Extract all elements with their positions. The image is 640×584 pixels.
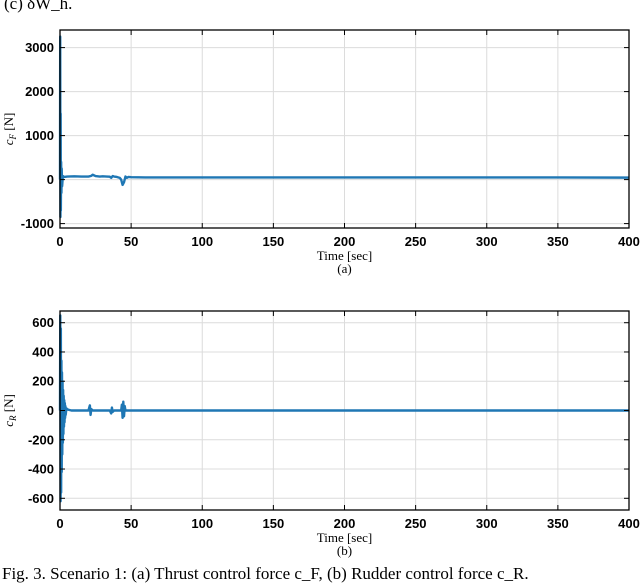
series-line bbox=[58, 314, 629, 503]
x-tick-label: 400 bbox=[618, 234, 640, 249]
x-tick-label: 0 bbox=[56, 234, 63, 249]
y-tick-label: -600 bbox=[28, 491, 54, 506]
x-axis-label: Time [sec] bbox=[317, 530, 373, 545]
x-tick-label: 250 bbox=[405, 234, 427, 249]
x-axis-label: Time [sec] bbox=[317, 248, 373, 263]
panel-label: (a) bbox=[337, 261, 351, 276]
y-tick-label: 3000 bbox=[25, 40, 54, 55]
panel-label: (b) bbox=[337, 543, 352, 558]
x-tick-label: 250 bbox=[405, 516, 427, 531]
x-tick-label: 300 bbox=[476, 234, 498, 249]
y-tick-label: 600 bbox=[32, 315, 54, 330]
y-tick-label: 400 bbox=[32, 344, 54, 359]
x-tick-label: 0 bbox=[56, 516, 63, 531]
chart-panel-b: 0 50 100 150 200 250 300 350 400 -600 -400 -200 0 200… bbox=[1, 310, 640, 558]
x-tick-label: 150 bbox=[263, 516, 285, 531]
y-tick-label: -200 bbox=[28, 432, 54, 447]
top-caption: (c) δW_h. bbox=[4, 0, 73, 13]
x-tick-label: 350 bbox=[547, 516, 569, 531]
x-tick-label: 100 bbox=[191, 234, 213, 249]
x-tick-label: 350 bbox=[547, 234, 569, 249]
figure-caption: Fig. 3. Scenario 1: (a) Thrust control f… bbox=[2, 564, 529, 583]
y-axis-label: cF [N] bbox=[1, 113, 18, 146]
x-tick-label: 100 bbox=[191, 516, 213, 531]
y-tick-label: -1000 bbox=[21, 216, 54, 231]
x-tick-label: 150 bbox=[263, 234, 285, 249]
x-tick-label: 300 bbox=[476, 516, 498, 531]
y-tick-label: 200 bbox=[32, 374, 54, 389]
chart-panel-a: 0 50 100 150 200 250 300 350 400-100001000200030… bbox=[1, 29, 640, 276]
y-tick-label: -400 bbox=[28, 462, 54, 477]
y-tick-label: 1000 bbox=[25, 128, 54, 143]
x-tick-label: 50 bbox=[124, 234, 138, 249]
series-line bbox=[58, 35, 630, 219]
x-tick-label: 200 bbox=[334, 516, 356, 531]
y-tick-label: 0 bbox=[47, 172, 54, 187]
y-axis-label: cR [N] bbox=[1, 394, 18, 427]
x-tick-label: 400 bbox=[618, 516, 640, 531]
x-tick-label: 50 bbox=[124, 516, 138, 531]
y-tick-label: 0 bbox=[47, 403, 54, 418]
x-tick-label: 200 bbox=[334, 234, 356, 249]
y-tick-label: 2000 bbox=[25, 84, 54, 99]
